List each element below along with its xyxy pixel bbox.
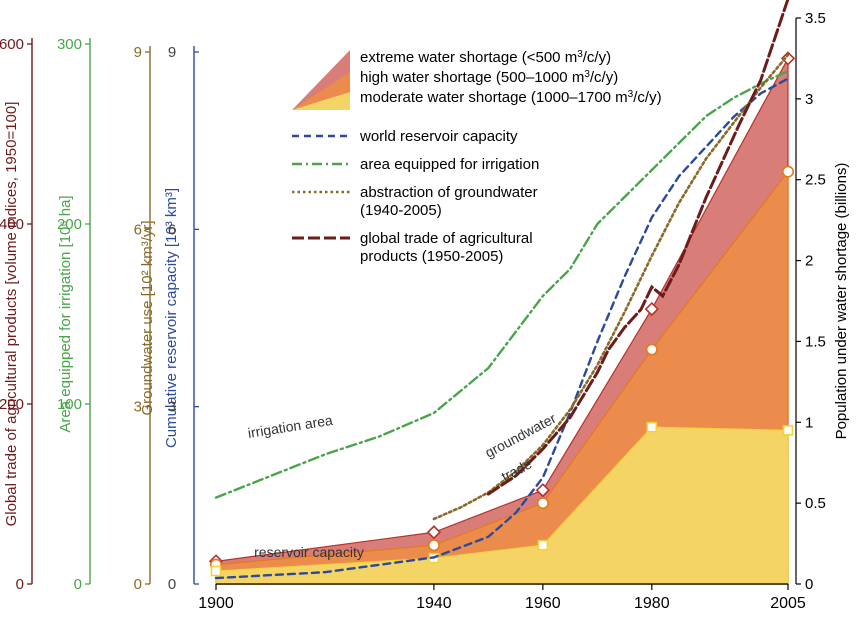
moderate-marker bbox=[784, 426, 793, 435]
axis-right-tick: 3 bbox=[805, 91, 813, 108]
legend-line-label-trade: global trade of agricultural bbox=[360, 230, 533, 247]
axis-right-tick: 0.5 bbox=[805, 495, 826, 512]
axis-right-tick: 2.5 bbox=[805, 172, 826, 189]
axis-x-tick: 1980 bbox=[634, 595, 670, 612]
legend-area-label: extreme water shortage (<500 m3/c/y) bbox=[360, 49, 611, 67]
axis-trade-tick: 600 bbox=[0, 36, 24, 53]
axis-shared-tick: 9 bbox=[168, 44, 176, 61]
axis-shared-tick: 6 bbox=[168, 221, 176, 238]
high-marker bbox=[783, 166, 793, 176]
axis-right-tick: 3.5 bbox=[805, 10, 826, 27]
high-marker bbox=[429, 540, 439, 550]
axis-right-tick: 1 bbox=[805, 414, 813, 431]
inline-label-reservoir: reservoir capacity bbox=[254, 544, 364, 560]
legend-line-label-groundwater: abstraction of groundwater bbox=[360, 184, 538, 201]
moderate-marker bbox=[212, 567, 221, 576]
legend-line-label-trade-2: products (1950-2005) bbox=[360, 248, 503, 265]
axis-shared-tick: 3 bbox=[168, 399, 176, 416]
axis-label-groundwater: Groundwater use [10² km³/yr] bbox=[139, 220, 156, 415]
axis-x-tick: 1960 bbox=[525, 595, 561, 612]
axis-x-tick: 1940 bbox=[416, 595, 452, 612]
axis-label-right: Population under water shortage (billion… bbox=[833, 163, 850, 440]
axis-groundwater-tick: 0 bbox=[134, 576, 142, 593]
axis-right-tick: 0 bbox=[805, 576, 813, 593]
legend-area-label: high water shortage (500–1000 m3/c/y) bbox=[360, 69, 618, 87]
legend-line-label-reservoir: world reservoir capacity bbox=[359, 128, 518, 145]
axis-groundwater-tick: 9 bbox=[134, 44, 142, 61]
moderate-marker bbox=[538, 541, 547, 550]
legend-line-label-groundwater-2: (1940-2005) bbox=[360, 202, 442, 219]
axis-label-irrigation: Area equipped for irrigation [10⁶ ha] bbox=[57, 195, 74, 432]
high-marker bbox=[538, 498, 548, 508]
legend-area-label: moderate water shortage (1000–1700 m3/c/… bbox=[360, 89, 662, 107]
axis-x-tick: 2005 bbox=[770, 595, 806, 612]
axis-trade-tick: 0 bbox=[16, 576, 24, 593]
moderate-marker bbox=[647, 423, 656, 432]
axis-right-tick: 2 bbox=[805, 253, 813, 270]
axis-irrigation-tick: 300 bbox=[57, 36, 82, 53]
axis-irrigation-tick: 0 bbox=[74, 576, 82, 593]
high-marker bbox=[647, 344, 657, 354]
axis-shared-tick: 0 bbox=[168, 576, 176, 593]
axis-x-tick: 1900 bbox=[198, 595, 234, 612]
legend-line-label-irrigation: area equipped for irrigation bbox=[360, 156, 539, 173]
axis-label-trade: Global trade of agricultural products [v… bbox=[3, 102, 20, 527]
axis-right-tick: 1.5 bbox=[805, 333, 826, 350]
